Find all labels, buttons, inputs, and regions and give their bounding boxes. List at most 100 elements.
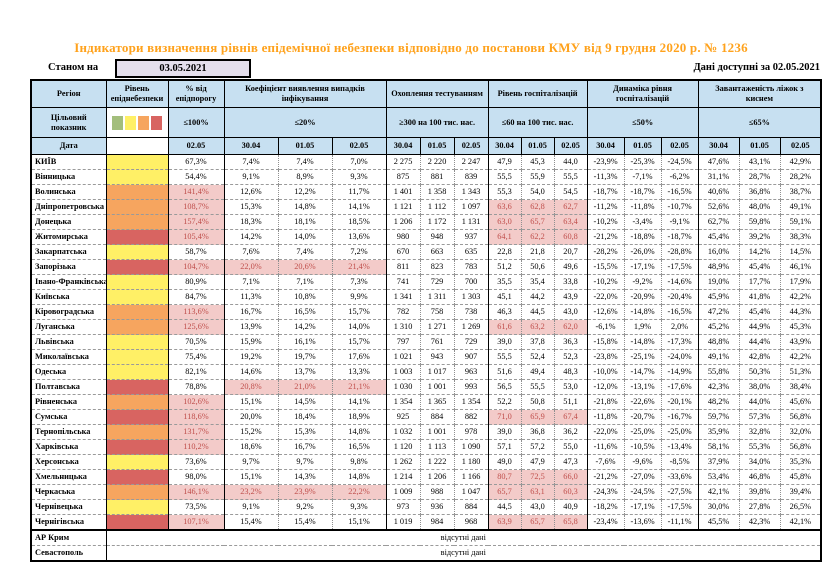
value-cell: 1 030 [386, 379, 421, 395]
value-cell: 14,0% [332, 319, 387, 335]
value-cell: 943 [420, 349, 455, 365]
no-data-row: Севастополь відсутні дані [31, 545, 822, 562]
value-cell: 28,7% [739, 169, 781, 185]
empty-header-cell [105, 137, 169, 155]
value-cell: -27,0% [624, 469, 662, 485]
value-cell: 18,1% [278, 214, 333, 230]
region-row: Івано-Франківська 80,9% 7,1% 7,1% 7,3% 741 729… [31, 274, 822, 290]
legend-orange-swatch [138, 115, 149, 130]
value-cell: 14,2% [739, 244, 781, 260]
region-name-cell: Дніпропетровська [31, 199, 107, 215]
value-cell: -10,0% [587, 364, 625, 380]
value-cell: 63,2 [521, 319, 555, 335]
legend-green-swatch [112, 115, 123, 130]
target-detection-coefficient: ≤20% [223, 107, 387, 138]
value-cell: -7,1% [624, 169, 662, 185]
value-cell: 9,7% [224, 454, 279, 470]
value-cell: 105,4% [168, 229, 225, 245]
value-cell: 44,2 [521, 289, 555, 305]
value-cell: 49,4 [521, 364, 555, 380]
value-cell: 63,9 [488, 514, 522, 531]
region-row: Житомирська 105,4% 14,2% 14,0% 13,6% 980 948 93… [31, 229, 822, 245]
value-cell: 43,9 [554, 289, 588, 305]
value-cell: 43,9% [780, 334, 822, 350]
value-cell: 14,8% [332, 424, 387, 440]
danger-level-legend [105, 107, 169, 138]
region-row: Київська 84,7% 11,3% 10,8% 9,9% 1 341 1 311 1 3… [31, 289, 822, 305]
value-cell: -6,1% [587, 319, 625, 335]
value-cell: 9,1% [224, 499, 279, 515]
value-cell: 55,5 [488, 169, 522, 185]
value-cell: 35,4 [521, 274, 555, 290]
danger-level-cell [106, 304, 169, 320]
value-cell: -9,2% [624, 274, 662, 290]
value-cell: 15,3% [224, 199, 279, 215]
value-cell: 783 [454, 259, 489, 275]
value-cell: 39,8% [739, 484, 781, 500]
value-cell: -6,2% [661, 169, 699, 185]
value-cell: 51,3% [780, 364, 822, 380]
value-cell: 19,7% [278, 349, 333, 365]
value-cell: 12,2% [278, 184, 333, 200]
value-cell: 37,9% [698, 454, 740, 470]
value-cell: 80,7 [488, 469, 522, 485]
value-cell: 14,8% [278, 199, 333, 215]
value-cell: 118,6% [168, 409, 225, 425]
region-name-cell: Рівненська [31, 394, 107, 410]
value-cell: 1 214 [386, 469, 421, 485]
value-cell: -14,8% [624, 334, 662, 350]
value-cell: 45,9% [698, 289, 740, 305]
value-cell: 72,5 [521, 469, 555, 485]
value-cell: 39,0 [488, 424, 522, 440]
as-of-date-box: 03.05.2021 [115, 59, 251, 78]
value-cell: 55,8% [698, 364, 740, 380]
value-cell: 49,0 [488, 454, 522, 470]
value-cell: -13,6% [624, 514, 662, 531]
value-cell: 741 [386, 274, 421, 290]
value-cell: 20,7 [554, 244, 588, 260]
no-data-cell: відсутні дані [106, 529, 822, 546]
value-cell: 13,3% [332, 364, 387, 380]
region-row: Сумська 118,6% 20,0% 18,4% 18,9% 925 884 882 71,… [31, 409, 822, 425]
value-cell: 20,8% [224, 379, 279, 395]
value-cell: -18,8% [624, 229, 662, 245]
value-cell: 104,7% [168, 259, 225, 275]
value-cell: 9,2% [278, 499, 333, 515]
value-cell: 761 [420, 334, 455, 350]
value-cell: -17,6% [661, 379, 699, 395]
danger-level-cell [106, 439, 169, 455]
value-cell: 56,5 [488, 379, 522, 395]
target-testing-coverage: ≥300 на 100 тис. нас. [385, 107, 489, 138]
value-cell: -18,7% [661, 229, 699, 245]
value-cell: 15,9% [224, 334, 279, 350]
region-name-cell: Харківська [31, 439, 107, 455]
value-cell: 1 206 [420, 469, 455, 485]
value-cell: 45,8% [780, 469, 822, 485]
value-cell: 14,1% [332, 199, 387, 215]
value-cell: 36,8 [521, 424, 555, 440]
region-name-cell: Хмельницька [31, 469, 107, 485]
region-row: Вінницька 54,4% 9,1% 8,9% 9,3% 875 881 839 55,5 5… [31, 169, 822, 185]
value-cell: 2,0% [661, 319, 699, 335]
value-cell: -24,0% [661, 349, 699, 365]
value-cell: 48,8% [698, 334, 740, 350]
value-cell: 2 275 [386, 154, 421, 170]
value-cell: 26,5% [780, 499, 822, 515]
value-cell: -24,3% [587, 484, 625, 500]
value-cell: 57,1 [488, 439, 522, 455]
value-cell: 1 222 [420, 454, 455, 470]
value-cell: -16,5% [661, 184, 699, 200]
value-cell: 70,5% [168, 334, 225, 350]
value-cell: 42,2% [780, 289, 822, 305]
region-name-cell: Київська [31, 289, 107, 305]
value-cell: 782 [386, 304, 421, 320]
value-cell: 66,0 [554, 469, 588, 485]
region-name-cell: Івано-Франківська [31, 274, 107, 290]
value-cell: 42,2% [780, 349, 822, 365]
value-cell: 44,0 [554, 154, 588, 170]
date-header-cell: 02.05 [167, 137, 225, 155]
value-cell: 60,8 [554, 229, 588, 245]
value-cell: 45,1 [488, 289, 522, 305]
region-row: Донецька 157,4% 18,3% 18,1% 18,5% 1 206 1 172 1… [31, 214, 822, 230]
region-row: Чернівецька 73,5% 9,1% 9,2% 9,3% 973 936 884 44,… [31, 499, 822, 515]
